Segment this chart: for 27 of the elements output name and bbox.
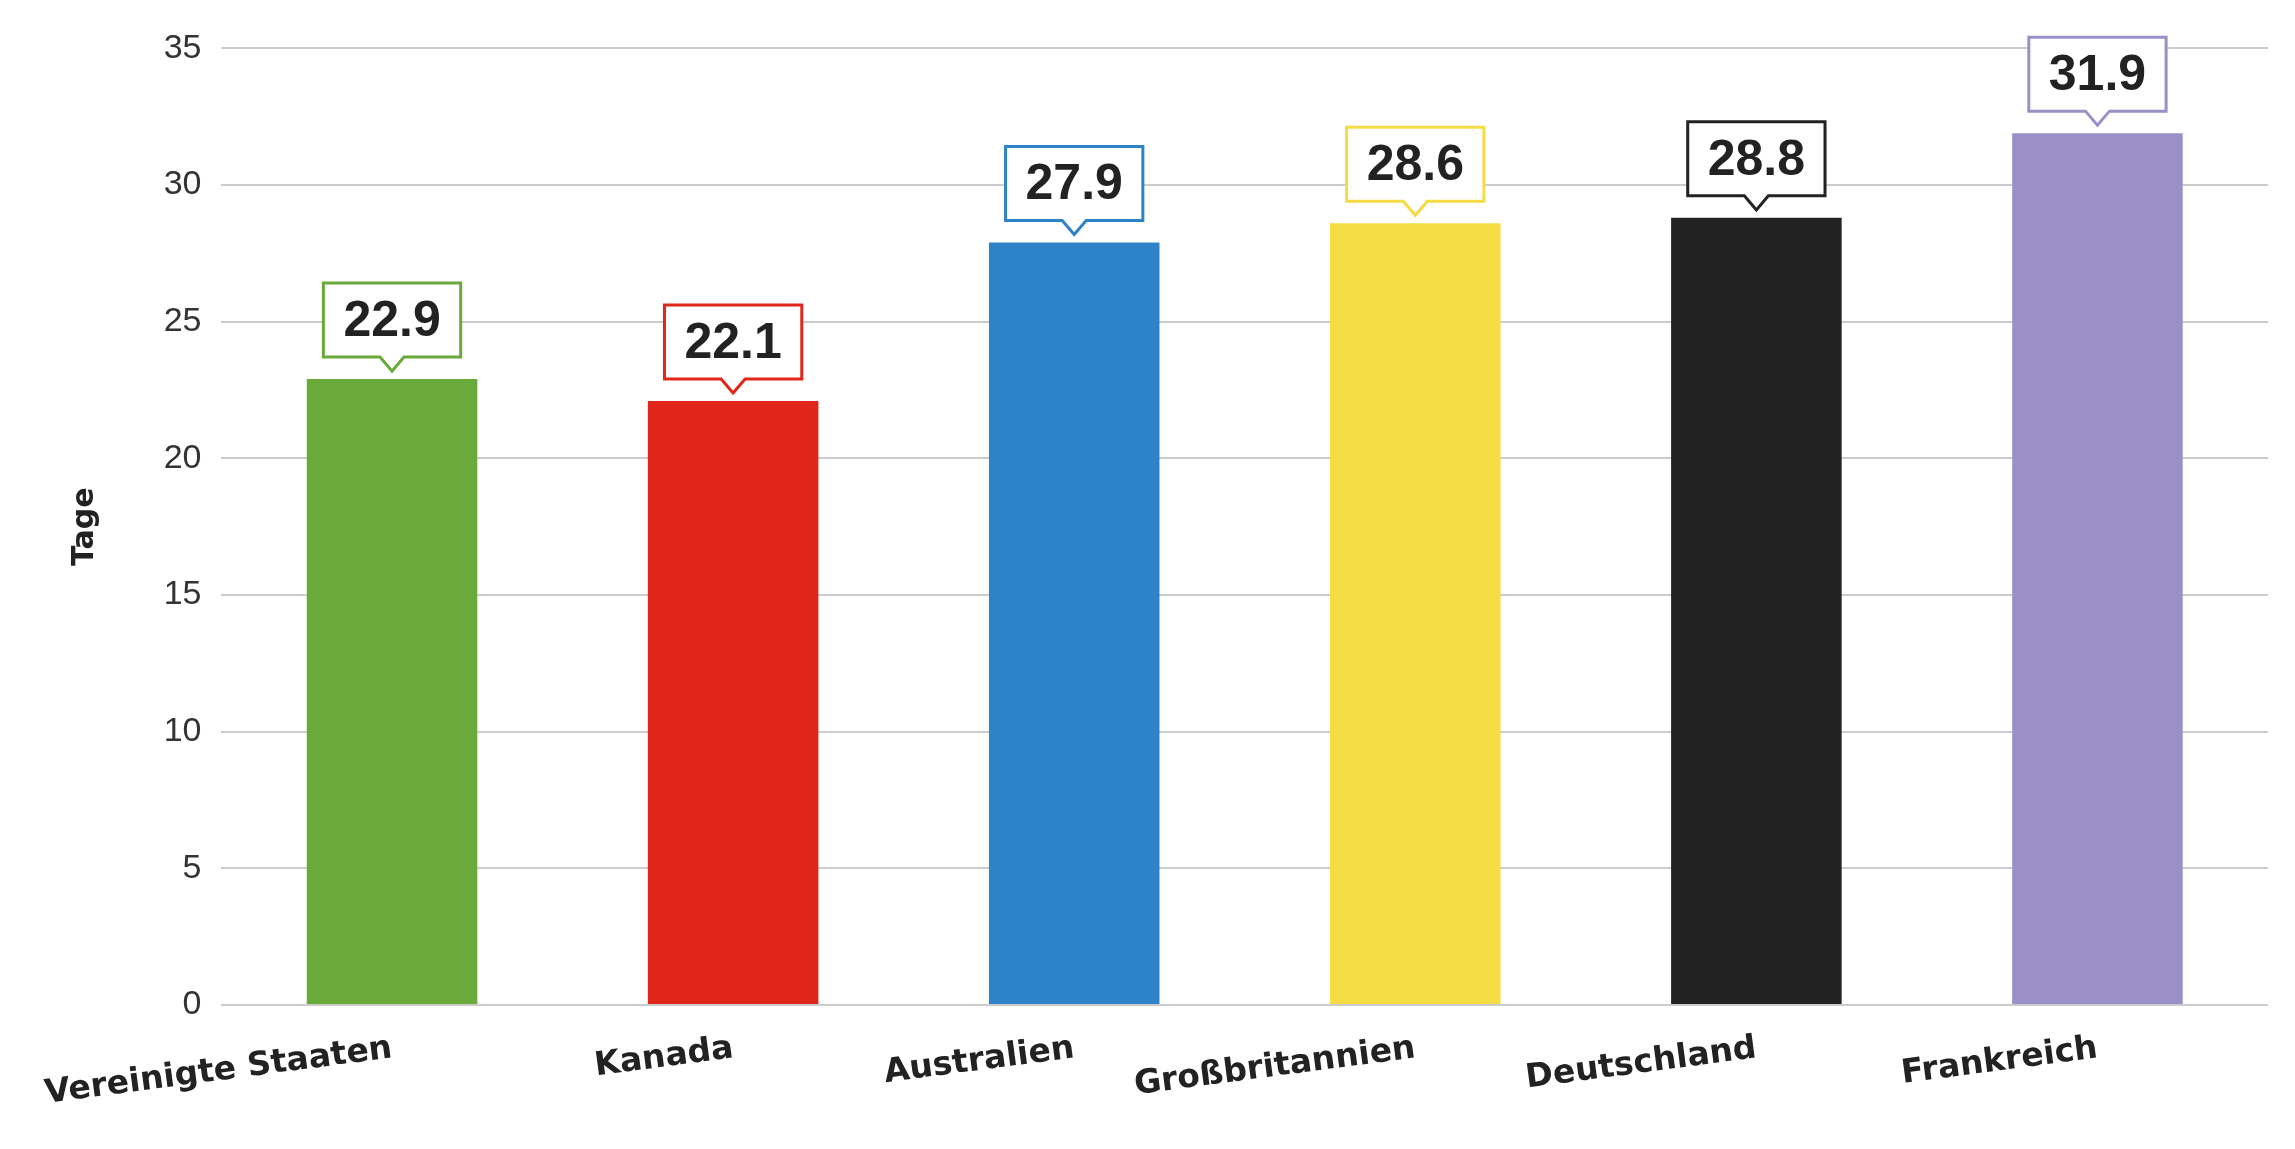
bar xyxy=(1330,223,1501,1005)
x-tick-label: Vereinigte Staaten xyxy=(42,1026,395,1111)
data-label: 31.9 xyxy=(2048,44,2147,101)
x-tick-label: Deutschland xyxy=(1523,1026,1759,1096)
y-tick-label: 30 xyxy=(163,163,202,202)
y-tick-label: 25 xyxy=(163,300,202,339)
y-tick-label: 20 xyxy=(163,436,202,475)
bar xyxy=(1671,217,1842,1005)
y-axis-title: Tage xyxy=(65,487,101,567)
x-tick-label: Großbritannien xyxy=(1131,1026,1418,1103)
bar xyxy=(2012,133,2183,1005)
y-tick-label: 10 xyxy=(163,710,202,749)
x-tick-label: Frankreich xyxy=(1898,1026,2100,1091)
data-label: 28.8 xyxy=(1707,129,1806,186)
bar xyxy=(988,242,1160,1005)
y-tick-label: 35 xyxy=(163,26,202,65)
y-tick-label: 15 xyxy=(163,573,202,612)
data-label: 28.6 xyxy=(1366,135,1464,192)
data-label: 27.9 xyxy=(1025,154,1123,211)
y-tick-label: 5 xyxy=(182,846,202,885)
bar xyxy=(647,400,819,1005)
x-tick-label: Kanada xyxy=(591,1026,736,1084)
y-tick-label: 0 xyxy=(182,983,202,1022)
x-tick-label: Australien xyxy=(881,1026,1077,1091)
data-label: 22.1 xyxy=(684,312,782,369)
data-label: 22.9 xyxy=(343,290,441,347)
bar xyxy=(306,379,478,1005)
